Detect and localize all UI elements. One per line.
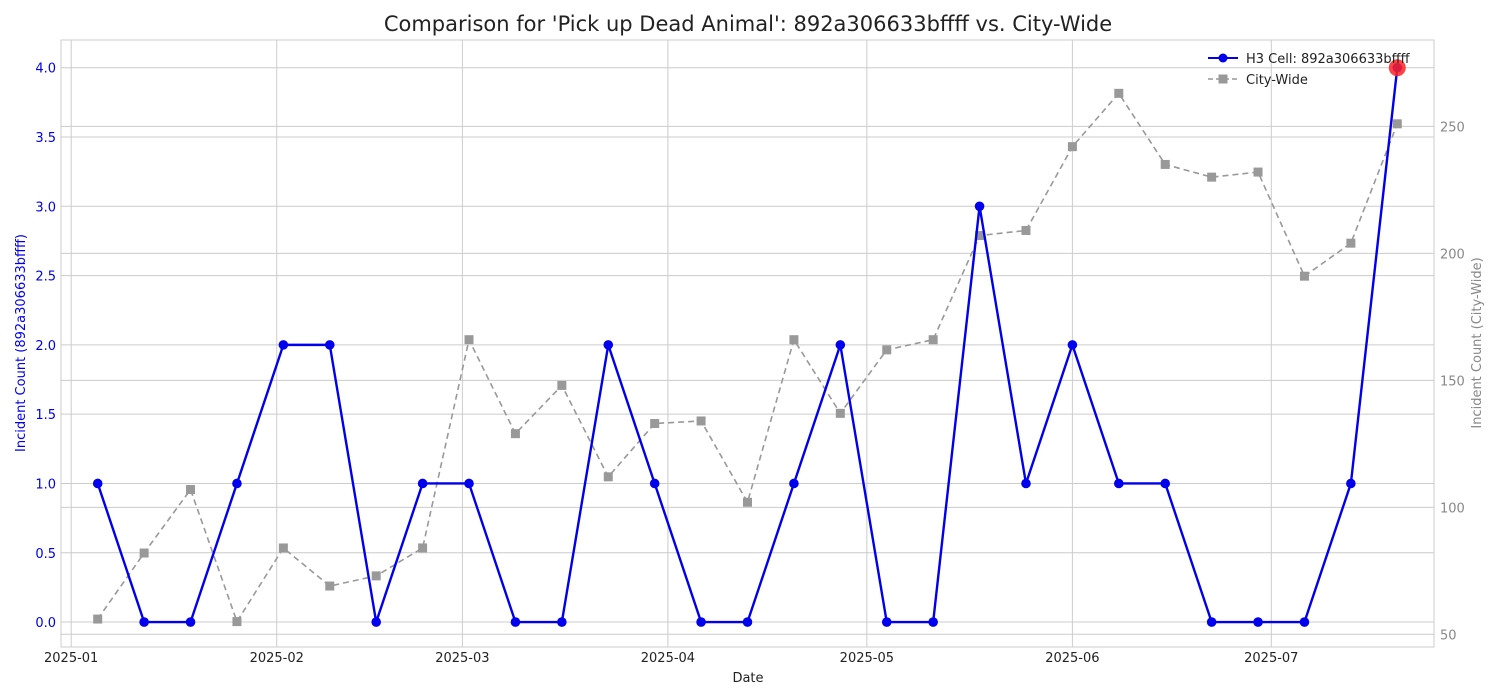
right-y-axis-title: Incident Count (City-Wide) bbox=[1470, 257, 1485, 428]
city-wide-point bbox=[371, 571, 381, 581]
h3-cell-point bbox=[324, 340, 335, 350]
h3-cell-point bbox=[881, 617, 892, 627]
chart-title: Comparison for 'Pick up Dead Animal': 89… bbox=[384, 12, 1112, 36]
city-wide-point bbox=[743, 497, 752, 507]
city-wide-point bbox=[1207, 172, 1217, 182]
right-y-axis-ticks: 50 100 150 200 250 bbox=[1440, 120, 1465, 643]
left-y-tick-label: 1.5 bbox=[35, 408, 56, 423]
city-wide-point bbox=[650, 419, 660, 429]
city-wide-point bbox=[603, 472, 613, 482]
city-wide-point bbox=[1160, 159, 1170, 169]
city-wide-series bbox=[93, 88, 1402, 627]
h3-cell-point bbox=[185, 617, 196, 627]
h3-cell-point bbox=[92, 478, 103, 489]
city-wide-line bbox=[97, 92, 1399, 624]
h3-cell-point bbox=[1067, 340, 1078, 350]
right-y-tick-label: 250 bbox=[1440, 120, 1465, 135]
left-y-tick-label: 2.5 bbox=[35, 270, 56, 285]
left-y-tick-label: 2.0 bbox=[35, 339, 56, 354]
h3-cell-series bbox=[92, 59, 1406, 627]
left-y-tick-label: 4.0 bbox=[35, 62, 56, 77]
x-tick-label: 2025-04 bbox=[641, 651, 695, 666]
plot-frame bbox=[60, 39, 1435, 648]
city-wide-point bbox=[975, 231, 985, 241]
x-tick-label: 2025-07 bbox=[1244, 651, 1298, 666]
x-tick-label: 2025-01 bbox=[44, 651, 98, 666]
h3-cell-point bbox=[139, 617, 149, 627]
city-wide-point bbox=[186, 485, 196, 495]
x-tick-label: 2025-06 bbox=[1045, 651, 1099, 666]
city-wide-point bbox=[1253, 167, 1263, 177]
h3-cell-point bbox=[603, 340, 614, 350]
h3-cell-point bbox=[278, 340, 289, 350]
h3-cell-point bbox=[928, 617, 938, 627]
h3-cell-point bbox=[1160, 478, 1171, 489]
city-wide-point bbox=[232, 617, 242, 627]
h3-cell-point bbox=[696, 617, 706, 627]
city-wide-point bbox=[696, 416, 706, 426]
right-y-tick-label: 200 bbox=[1440, 247, 1465, 262]
city-wide-point bbox=[789, 335, 799, 345]
grid bbox=[61, 40, 1434, 647]
left-y-tick-label: 1.0 bbox=[35, 477, 56, 492]
x-axis-title: Date bbox=[732, 671, 763, 686]
x-axis-ticks: 2025-01 2025-02 2025-03 2025-04 2025-05 2025-… bbox=[44, 651, 1298, 666]
x-tick-label: 2025-05 bbox=[840, 651, 894, 666]
legend-city-marker bbox=[1218, 74, 1228, 84]
right-y-tick-label: 150 bbox=[1440, 374, 1465, 389]
city-wide-point bbox=[1346, 238, 1356, 248]
h3-cell-point bbox=[1346, 478, 1356, 489]
left-y-axis-title: Incident Count (892a306633bffff) bbox=[14, 234, 29, 452]
h3-cell-point bbox=[464, 478, 474, 489]
city-wide-point bbox=[1021, 225, 1031, 235]
city-wide-point bbox=[464, 335, 474, 345]
x-tick-label: 2025-02 bbox=[250, 651, 304, 666]
h3-cell-point bbox=[232, 478, 242, 489]
h3-cell-point bbox=[835, 340, 846, 350]
city-wide-point bbox=[418, 543, 428, 553]
h3-cell-point bbox=[974, 201, 985, 212]
h3-cell-point bbox=[510, 617, 521, 627]
left-y-axis-ticks: 0.0 0.5 1.0 1.5 2.0 2.5 3.0 3.5 4.0 bbox=[35, 62, 56, 631]
city-wide-point bbox=[835, 408, 845, 418]
city-wide-point bbox=[278, 543, 288, 553]
h3-cell-point bbox=[557, 617, 567, 627]
left-y-tick-label: 0.0 bbox=[35, 616, 56, 631]
left-y-tick-label: 3.0 bbox=[35, 200, 56, 215]
right-y-tick-label: 50 bbox=[1440, 628, 1457, 643]
h3-cell-point bbox=[649, 478, 660, 489]
city-wide-point bbox=[139, 548, 149, 558]
legend: H3 Cell: 892a306633bffff City-Wide bbox=[1208, 52, 1411, 88]
city-wide-point bbox=[928, 335, 938, 345]
city-wide-point bbox=[1067, 142, 1077, 152]
city-wide-point bbox=[1114, 88, 1124, 98]
h3-cell-point bbox=[417, 478, 428, 489]
city-wide-point bbox=[325, 581, 335, 591]
city-wide-point bbox=[1392, 119, 1402, 129]
city-wide-point bbox=[882, 345, 892, 355]
h3-cell-point bbox=[371, 617, 381, 627]
h3-cell-point bbox=[789, 478, 799, 489]
city-wide-point bbox=[557, 380, 567, 390]
legend-city-label: City-Wide bbox=[1246, 73, 1308, 88]
h3-cell-point bbox=[1253, 617, 1263, 627]
left-y-tick-label: 3.5 bbox=[35, 131, 56, 146]
h3-cell-point bbox=[742, 617, 753, 627]
city-wide-point bbox=[1299, 271, 1309, 281]
city-wide-point bbox=[510, 429, 520, 439]
h3-cell-point bbox=[1299, 617, 1310, 627]
x-tick-label: 2025-03 bbox=[435, 651, 489, 666]
h3-cell-point bbox=[1206, 617, 1217, 627]
city-wide-point bbox=[93, 614, 103, 624]
legend-cell-label: H3 Cell: 892a306633bffff bbox=[1246, 52, 1411, 67]
left-y-tick-label: 0.5 bbox=[35, 547, 56, 562]
h3-cell-point bbox=[1021, 478, 1031, 489]
right-y-tick-label: 100 bbox=[1440, 501, 1465, 516]
legend-cell-marker bbox=[1218, 53, 1228, 63]
h3-cell-point bbox=[1114, 478, 1124, 489]
highlight-point bbox=[1388, 59, 1406, 77]
